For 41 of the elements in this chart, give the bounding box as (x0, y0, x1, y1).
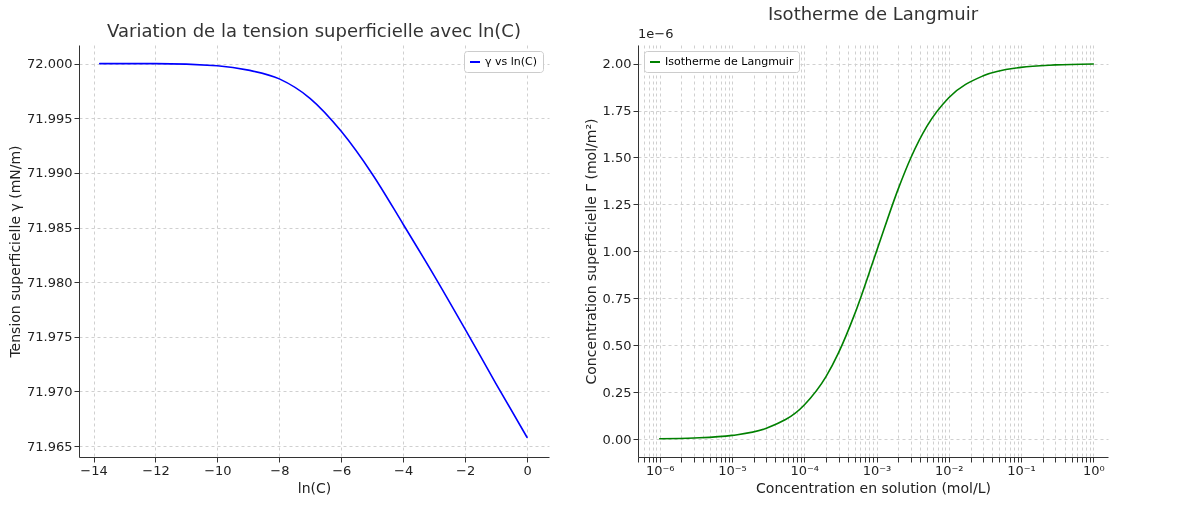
y-tick-label: 71.995 (27, 110, 73, 126)
x-tick-label: −6 (332, 462, 352, 478)
y-tick-label: 1.75 (602, 103, 632, 119)
y-tick-label: 2.00 (602, 56, 632, 72)
y-tick-label: 71.965 (27, 438, 73, 454)
y-axis-title: Concentration superficielle Γ (mol/m²) (582, 118, 599, 385)
y-tick-label: 71.980 (27, 274, 73, 290)
chart-title: Variation de la tension superficielle avec ln(C) (107, 20, 521, 41)
y-tick-label: 71.975 (27, 329, 73, 345)
x-tick-label: 0 (523, 462, 532, 478)
legend-label: Isotherme de Langmuir (665, 55, 794, 68)
chart-title: Isotherme de Langmuir (767, 3, 979, 24)
y-tick-label: 0.50 (602, 337, 632, 353)
x-tick-label: 10⁻⁶ (645, 462, 675, 478)
x-tick-label: 10⁻⁵ (718, 462, 747, 478)
y-tick-label: 0.00 (602, 431, 632, 447)
x-axis-title: Concentration en solution (mol/L) (756, 479, 991, 496)
y-tick-label: 72.000 (27, 56, 73, 72)
x-tick-label: −14 (80, 462, 108, 478)
x-tick-label: −4 (394, 462, 414, 478)
x-tick-label: −2 (456, 462, 476, 478)
y-tick-label: 0.75 (602, 290, 632, 306)
x-tick-label: −8 (270, 462, 290, 478)
x-tick-label: 10⁻¹ (1007, 462, 1036, 478)
x-tick-label: 10⁰ (1082, 462, 1105, 478)
y-tick-label: 71.985 (27, 220, 73, 235)
y-tick-label: 1.25 (602, 196, 632, 212)
y-tick-label: 1.50 (602, 149, 632, 165)
x-tick-label: −10 (204, 462, 232, 478)
legend-label: γ vs ln(C) (485, 55, 538, 68)
y-tick-label: 0.25 (602, 384, 632, 400)
text: 1e−6 (638, 26, 674, 41)
x-axis-title: ln(C) (297, 479, 332, 496)
x-tick-label: −12 (142, 462, 170, 478)
y-tick-label: 71.970 (27, 383, 73, 399)
x-tick-label: 10⁻³ (862, 462, 892, 478)
y-axis-title: Tension superficielle γ (mN/m) (7, 145, 24, 359)
x-tick-label: 10⁻² (934, 462, 964, 478)
y-tick-label: 1.00 (602, 243, 632, 259)
x-tick-label: 10⁻⁴ (790, 462, 820, 478)
y-tick-label: 71.990 (27, 165, 73, 181)
